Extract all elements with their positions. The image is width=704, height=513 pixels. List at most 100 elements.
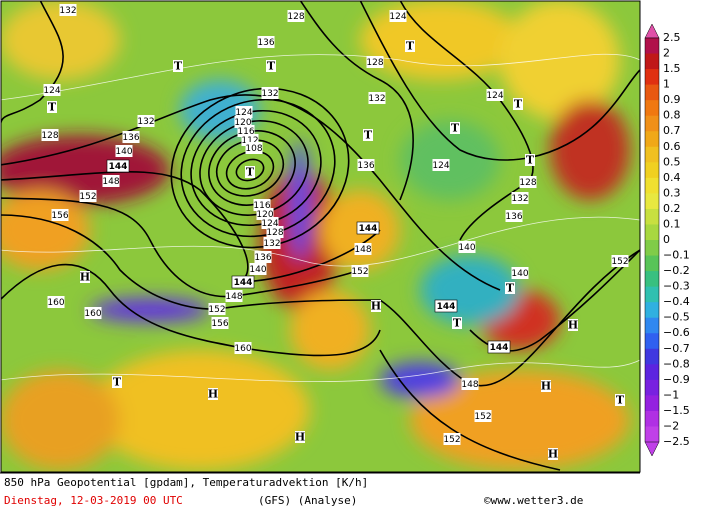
label-box bbox=[474, 410, 492, 422]
colorbar-swatch bbox=[645, 131, 659, 148]
contour-label: 128 bbox=[41, 131, 58, 141]
colorbar-label: −0.8 bbox=[663, 357, 690, 370]
contour-label: 128 bbox=[266, 228, 283, 238]
colorbar-frame bbox=[644, 37, 660, 443]
contour-label: 136 bbox=[254, 253, 271, 263]
contour-label: 128 bbox=[287, 12, 304, 22]
pressure-center: T bbox=[246, 166, 255, 179]
contour-label: 140 bbox=[249, 265, 266, 275]
footer-model: (GFS) (Analyse) bbox=[258, 494, 357, 507]
colorbar-swatch bbox=[645, 146, 659, 163]
contour-label: 128 bbox=[519, 178, 536, 188]
colorbar-label: 0.9 bbox=[663, 93, 681, 106]
contour-label: 144 bbox=[109, 162, 128, 172]
contour-label: 120 bbox=[234, 118, 251, 128]
contour-label: 136 bbox=[122, 133, 139, 143]
colorbar-label: −0.9 bbox=[663, 373, 690, 386]
contour-label: 108 bbox=[245, 144, 262, 154]
label-box bbox=[505, 210, 523, 222]
pressure-center: T bbox=[506, 282, 515, 295]
pressure-center: T bbox=[616, 394, 625, 407]
pressure-center: H bbox=[295, 431, 305, 444]
label-box bbox=[615, 394, 625, 406]
contour-label: 152 bbox=[79, 192, 96, 202]
colorbar-label: −0.3 bbox=[663, 280, 690, 293]
colorbar-label: −0.4 bbox=[663, 295, 690, 308]
label-box bbox=[356, 221, 380, 235]
colorbar-label: −0.6 bbox=[663, 326, 690, 339]
pressure-center: H bbox=[371, 300, 381, 313]
colorbar-label: −0.1 bbox=[663, 249, 690, 262]
label-box bbox=[434, 299, 458, 313]
colorbar-label: −1.5 bbox=[663, 404, 690, 417]
contour-label: 144 bbox=[490, 343, 509, 353]
label-box bbox=[461, 378, 479, 390]
pressure-center: H bbox=[208, 388, 218, 401]
label-box bbox=[59, 4, 77, 16]
colorbar-swatch bbox=[645, 208, 659, 225]
colorbar-swatch bbox=[645, 286, 659, 303]
label-box bbox=[505, 282, 515, 294]
contour-label: 152 bbox=[351, 267, 368, 277]
contour-label: 156 bbox=[51, 211, 68, 221]
colorbar-swatch bbox=[645, 302, 659, 319]
colorbar-swatch bbox=[645, 364, 659, 381]
label-box bbox=[254, 251, 272, 263]
contour-label: 152 bbox=[443, 435, 460, 445]
colorbar-label: 0.2 bbox=[663, 202, 681, 215]
label-box bbox=[513, 98, 523, 110]
colorbar-swatch bbox=[645, 193, 659, 210]
contour-label: 112 bbox=[241, 136, 258, 146]
colorbar-label: 0.4 bbox=[663, 171, 681, 184]
colorbar-swatch bbox=[645, 53, 659, 70]
contour-label: 140 bbox=[511, 269, 528, 279]
label-box bbox=[235, 106, 253, 118]
colorbar-swatch bbox=[645, 271, 659, 288]
label-box bbox=[295, 431, 305, 443]
pressure-center: T bbox=[406, 40, 415, 53]
colorbar-label: 2.5 bbox=[663, 31, 681, 44]
contour-label: 124 bbox=[235, 108, 252, 118]
colorbar-swatch bbox=[645, 162, 659, 179]
label-box bbox=[112, 376, 122, 388]
label-box bbox=[363, 129, 373, 141]
contour-label: 160 bbox=[234, 344, 251, 354]
footer-credit: ©www.wetter3.de bbox=[484, 494, 583, 507]
contour-label: 132 bbox=[263, 239, 280, 249]
label-box bbox=[354, 243, 372, 255]
label-box bbox=[137, 115, 155, 127]
colorbar-label: −1 bbox=[663, 388, 679, 401]
label-box bbox=[486, 89, 504, 101]
label-box bbox=[266, 60, 276, 72]
footer-title: 850 hPa Geopotential [gpdam], Temperatur… bbox=[4, 476, 368, 489]
label-box bbox=[115, 145, 133, 157]
label-box bbox=[405, 40, 415, 52]
colorbar-swatch bbox=[645, 69, 659, 86]
contour-label: 136 bbox=[505, 212, 522, 222]
contour-label: 148 bbox=[354, 245, 371, 255]
colorbar-swatch bbox=[645, 38, 659, 55]
label-box bbox=[432, 159, 450, 171]
colorbar-swatch bbox=[645, 240, 659, 257]
contour-label: 148 bbox=[225, 292, 242, 302]
colorbar-label: 1 bbox=[663, 78, 670, 91]
contour-label: 148 bbox=[461, 380, 478, 390]
pressure-center: T bbox=[526, 154, 535, 167]
colorbar-swatch bbox=[645, 410, 659, 427]
colorbar-swatch bbox=[645, 100, 659, 117]
contour-label: 152 bbox=[208, 305, 225, 315]
colorbar-label: −0.5 bbox=[663, 311, 690, 324]
label-box bbox=[249, 263, 267, 275]
colorbar-swatch bbox=[645, 84, 659, 101]
contour-label: 124 bbox=[486, 91, 503, 101]
map-frame bbox=[0, 0, 641, 473]
contour-label: 132 bbox=[137, 117, 154, 127]
contour-label: 152 bbox=[611, 257, 628, 267]
label-box bbox=[106, 159, 130, 173]
contour-label: 132 bbox=[511, 194, 528, 204]
pressure-center: T bbox=[48, 101, 57, 114]
label-box bbox=[458, 241, 476, 253]
colorbar-label: 0.3 bbox=[663, 186, 681, 199]
